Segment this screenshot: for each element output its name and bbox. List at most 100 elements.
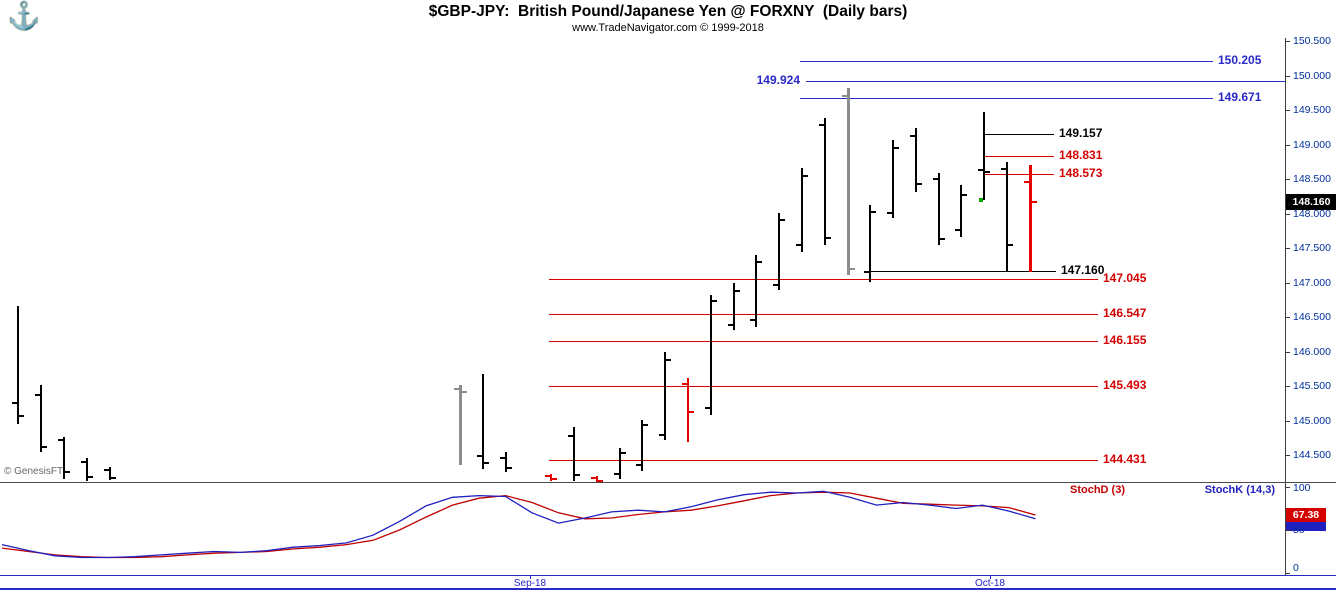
- open-tick: [796, 244, 801, 247]
- close-tick: [780, 219, 785, 222]
- date-axis-tick: [530, 576, 531, 579]
- price-axis-tick: [1286, 110, 1290, 111]
- close-tick: [552, 478, 557, 481]
- open-tick: [12, 402, 17, 405]
- ohlc-bar: [664, 352, 666, 440]
- ohlc-bar: [17, 305, 19, 424]
- open-tick: [591, 477, 596, 480]
- ohlc-bar: [687, 377, 689, 442]
- ohlc-bar: [505, 451, 507, 473]
- price-axis-label: 148.000: [1293, 207, 1331, 220]
- level-label-144.431: 144.431: [1103, 452, 1147, 466]
- stochastic-panel[interactable]: StochD (3) StochK (14,3): [0, 483, 1285, 575]
- panel-separator[interactable]: [0, 482, 1336, 483]
- close-tick: [575, 474, 580, 476]
- genesis-copyright: © GenesisFT: [4, 466, 64, 477]
- stoch-axis-label: 100: [1293, 482, 1311, 494]
- price-axis-label: 149.000: [1293, 138, 1331, 151]
- price-axis-tick: [1286, 248, 1290, 249]
- price-axis-tick: [1286, 317, 1290, 318]
- price-chart-panel[interactable]: © GenesisFT 150.205 149.924 149.671 149.157…: [0, 38, 1285, 482]
- close-tick: [962, 193, 967, 196]
- ohlc-bar: [619, 448, 621, 480]
- level-label-146.547: 146.547: [1103, 306, 1147, 320]
- level-line-144.431: [549, 460, 1098, 461]
- open-tick: [1023, 181, 1029, 184]
- ohlc-bar: [755, 254, 757, 327]
- price-axis-tick: [1286, 144, 1290, 146]
- close-tick: [598, 479, 603, 482]
- ohlc-bar: [915, 127, 917, 193]
- open-tick: [568, 434, 573, 437]
- open-tick: [477, 455, 482, 458]
- level-label-149.671: 149.671: [1218, 90, 1262, 104]
- last-price-badge: 148.160: [1286, 194, 1336, 211]
- close-tick: [65, 470, 70, 473]
- price-axis-label: 145.500: [1293, 380, 1331, 392]
- price-axis-label: 147.000: [1293, 276, 1331, 289]
- open-tick: [545, 475, 550, 478]
- price-axis-label: 146.000: [1293, 345, 1331, 358]
- stochastic-axis[interactable]: 67.38 100 50 0: [1285, 482, 1336, 575]
- close-tick: [757, 261, 762, 264]
- open-tick: [614, 473, 619, 476]
- ohlc-bar: [846, 87, 850, 275]
- stochd-value: 67.38: [1292, 509, 1320, 522]
- stochk-value-badge: [1286, 522, 1326, 532]
- level-line-146.547: [549, 314, 1098, 315]
- stoch-axis-tick: [1286, 573, 1290, 574]
- open-tick: [636, 463, 641, 466]
- open-tick: [104, 469, 109, 472]
- price-axis-tick: [1286, 179, 1290, 180]
- close-tick: [985, 171, 990, 174]
- level-label-146.155: 146.155: [1103, 333, 1147, 347]
- ohlc-bar: [641, 419, 643, 471]
- chart-title: $GBP-JPY: British Pound/Japanese Yen @ F…: [428, 3, 908, 20]
- ohlc-bar: [596, 476, 598, 482]
- price-axis-label: 150.000: [1293, 69, 1331, 82]
- price-axis-tick: [1286, 41, 1290, 42]
- date-axis-tick: [990, 576, 991, 579]
- stochk-line: [1, 490, 1036, 559]
- level-line-145.493: [549, 386, 1098, 387]
- open-tick: [841, 95, 847, 98]
- open-tick: [864, 271, 869, 274]
- stochd-label: StochD (3): [1070, 484, 1125, 496]
- close-tick: [917, 182, 922, 185]
- close-tick: [803, 174, 808, 177]
- open-tick: [728, 324, 733, 327]
- open-tick: [705, 407, 710, 410]
- open-tick: [1001, 167, 1006, 170]
- ohlc-bar: [778, 212, 780, 291]
- date-axis[interactable]: Sep-18 Oct-18: [0, 575, 1336, 590]
- open-tick: [819, 124, 824, 127]
- ohlc-bar: [892, 139, 894, 219]
- ohlc-bar: [550, 473, 552, 482]
- last-trade-marker: [979, 198, 983, 203]
- close-tick: [871, 211, 876, 214]
- price-axis[interactable]: 148.160 150.500 150.000 149.500 149.000 148.…: [1285, 35, 1336, 482]
- open-tick: [35, 393, 40, 396]
- chart-header: ⚓ $GBP-JPY: British Pound/Japanese Yen @…: [0, 0, 1336, 38]
- price-axis-label: 149.500: [1293, 104, 1331, 116]
- stochastic-lines: [1, 490, 1036, 559]
- open-tick: [81, 460, 86, 463]
- level-line-146.155: [549, 341, 1098, 342]
- level-line-149.671: [800, 98, 1213, 99]
- level-label-149.157: 149.157: [1059, 126, 1103, 140]
- price-axis-tick: [1286, 386, 1290, 387]
- level-label-148.573: 148.573: [1059, 166, 1103, 180]
- ohlc-bar: [824, 118, 826, 246]
- open-tick: [453, 388, 459, 391]
- price-axis-label: 144.500: [1293, 449, 1331, 461]
- level-label-149.924: 149.924: [756, 73, 800, 87]
- stoch-axis-tick: [1286, 487, 1290, 488]
- stoch-axis-label: 0: [1293, 562, 1299, 574]
- open-tick: [773, 284, 778, 287]
- anchor-logo-icon: ⚓: [7, 1, 41, 31]
- open-tick: [58, 438, 63, 441]
- ohlc-bar: [573, 427, 575, 482]
- ohlc-bar: [86, 457, 88, 481]
- level-line-150.205: [800, 61, 1213, 62]
